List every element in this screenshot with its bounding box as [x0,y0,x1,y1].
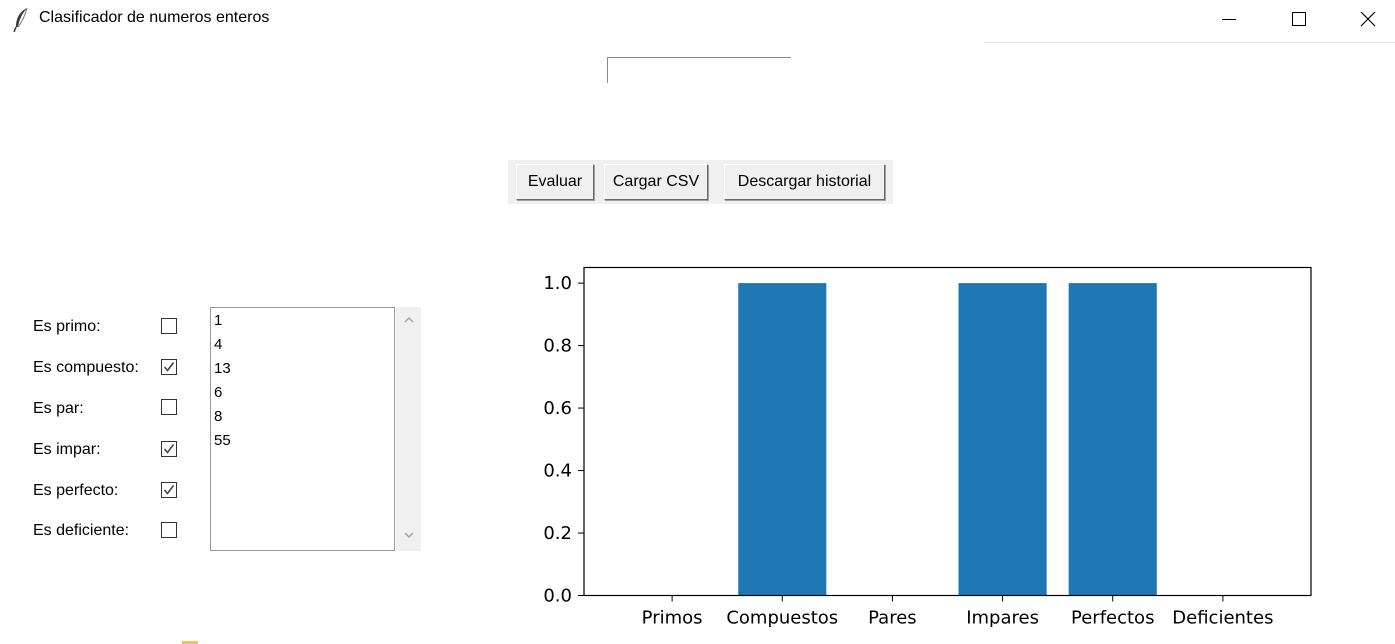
window-title: Clasificador de numeros enteros [39,9,270,26]
list-item[interactable]: 6 [214,384,223,401]
close-button[interactable] [1345,0,1391,40]
list-item[interactable]: 55 [214,432,231,449]
x-tick-label: Perfectos [1071,608,1154,629]
plot-frame [583,266,1312,597]
checkbox-impar[interactable] [161,441,177,457]
close-icon [1360,12,1376,27]
x-tick-label: Compuestos [726,608,838,629]
checkbox-perfecto[interactable] [161,482,177,498]
list-item[interactable]: 4 [214,336,223,353]
maximize-icon [1292,12,1306,26]
evaluate-button[interactable]: Evaluar [516,164,594,200]
number-input[interactable] [607,57,791,83]
chart-bars [738,283,1157,596]
checkbox-par[interactable] [161,399,177,415]
button-bar: Evaluar Cargar CSV Descargar historial [508,160,893,204]
bar-impares [958,283,1047,596]
history-scrollbar[interactable] [396,307,421,551]
list-item[interactable]: 13 [214,360,231,377]
checkmark-icon [163,444,175,454]
load-csv-button[interactable]: Cargar CSV [604,164,708,200]
checkbox-label-impar: Es impar: [33,441,101,458]
y-tick-label: 0.6 [543,398,572,419]
checkmark-icon [163,485,175,495]
y-tick-label: 0.0 [543,586,572,607]
download-history-button[interactable]: Descargar historial [724,164,885,200]
y-tick-label: 0.4 [543,461,572,482]
feather-icon [13,7,28,33]
background-window-fragment [180,634,310,644]
y-tick-label: 0.8 [543,336,572,357]
minimize-button[interactable] [1206,0,1252,40]
x-axis: Primos Compuestos Pares Impares Perfectos Def… [642,595,1273,629]
y-tick-label: 1.0 [543,273,572,294]
maximize-button[interactable] [1276,0,1322,40]
minimize-icon [1222,19,1236,20]
x-tick-label: Pares [868,608,917,629]
checkmark-icon [163,362,175,372]
folder-icon [182,641,198,644]
bar-perfectos [1068,283,1157,596]
checkbox-label-deficiente: Es deficiente: [33,522,130,539]
scroll-down-icon[interactable] [404,532,414,539]
checkbox-label-primo: Es primo: [33,318,101,335]
checkbox-compuesto[interactable] [161,359,177,375]
scroll-up-icon[interactable] [404,316,414,323]
history-listbox[interactable]: 1 4 13 6 8 55 [210,307,395,551]
checkbox-deficiente[interactable] [161,522,177,538]
list-item[interactable]: 1 [214,312,223,329]
title-bar: Clasificador de numeros enteros [0,0,1395,40]
title-separator [984,42,1395,43]
x-tick-label: Primos [642,608,703,629]
checkbox-primo[interactable] [161,318,177,334]
classification-bar-chart: 0.0 0.2 0.4 0.6 0.8 1.0 Primos Compuestos Pares… [543,266,1312,629]
y-tick-label: 0.2 [543,523,572,544]
x-tick-label: Deficientes [1172,608,1273,629]
checkbox-label-perfecto: Es perfecto: [33,482,119,499]
checkbox-label-par: Es par: [33,400,84,417]
y-axis: 0.0 0.2 0.4 0.6 0.8 1.0 [543,273,584,607]
x-tick-label: Impares [966,608,1039,629]
bar-compuestos [738,283,827,596]
checkbox-label-compuesto: Es compuesto: [33,359,139,376]
list-item[interactable]: 8 [214,408,223,425]
